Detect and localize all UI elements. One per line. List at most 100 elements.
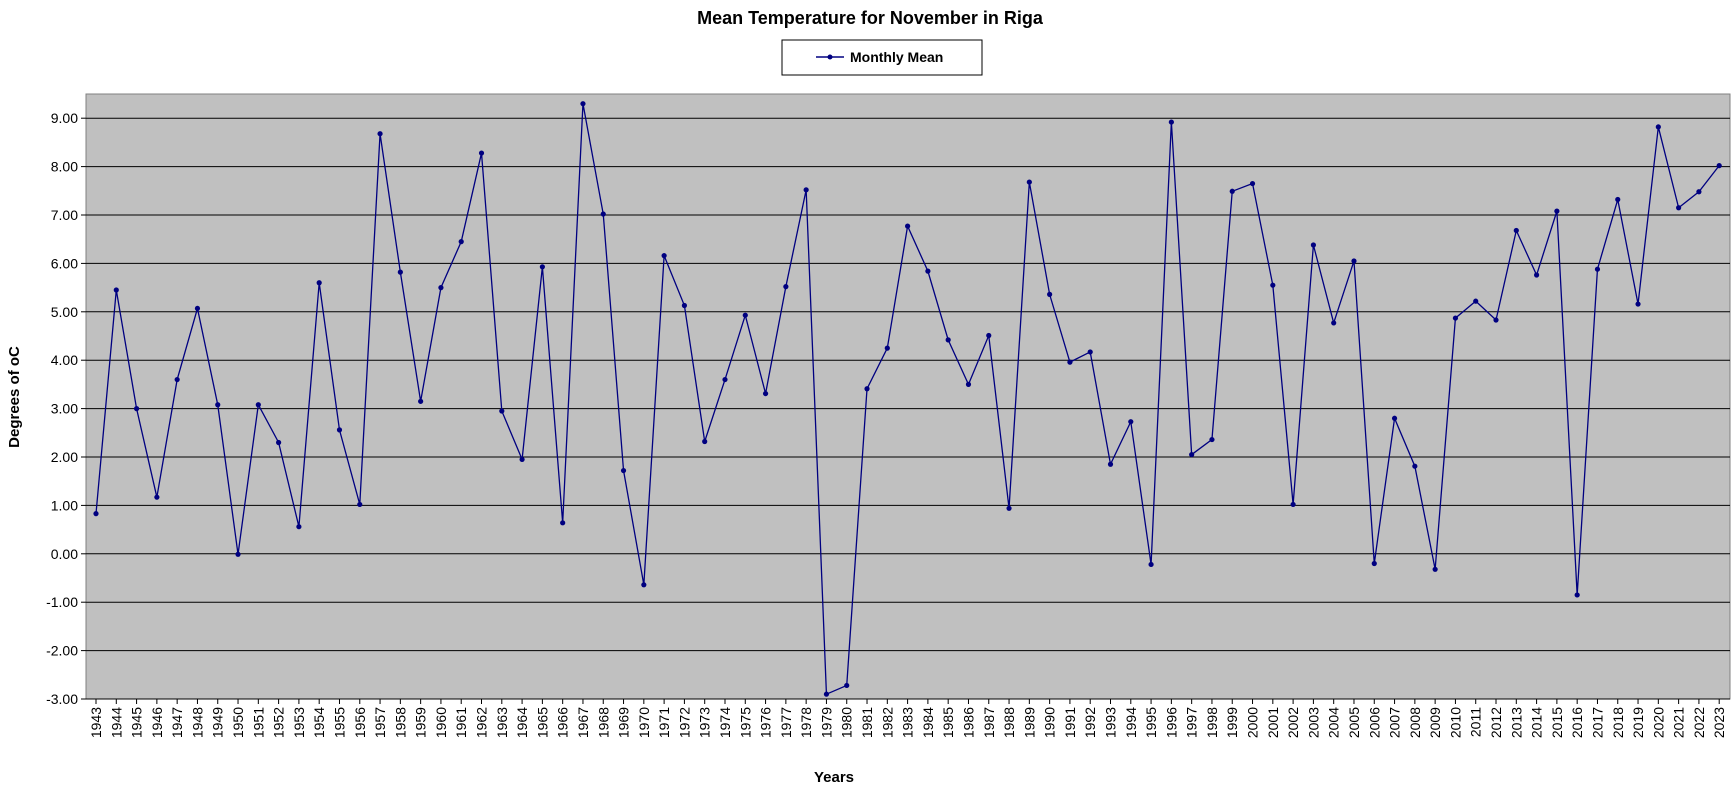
data-point bbox=[1128, 419, 1134, 425]
data-point bbox=[1047, 291, 1053, 297]
x-tick-label: 1945 bbox=[129, 707, 145, 738]
x-tick-label: 2016 bbox=[1569, 707, 1585, 738]
x-tick-label: 1985 bbox=[940, 707, 956, 738]
data-point bbox=[823, 691, 830, 697]
data-point bbox=[1676, 205, 1682, 211]
data-point bbox=[864, 386, 870, 392]
x-tick-label: 1995 bbox=[1143, 707, 1159, 738]
x-tick-label: 1993 bbox=[1103, 707, 1119, 738]
data-point bbox=[702, 438, 708, 445]
data-point bbox=[1655, 124, 1661, 130]
data-point bbox=[1067, 359, 1073, 365]
x-tick-label: 1947 bbox=[169, 707, 185, 738]
data-point bbox=[1615, 196, 1621, 203]
data-point bbox=[1229, 188, 1235, 194]
x-tick-label: 1973 bbox=[697, 707, 713, 738]
data-point bbox=[93, 511, 99, 517]
data-point bbox=[1006, 505, 1012, 511]
x-tick-label: 1977 bbox=[778, 707, 794, 738]
data-point bbox=[884, 345, 890, 351]
x-tick-label: 2015 bbox=[1549, 707, 1565, 738]
y-tick-label: 8.00 bbox=[51, 159, 78, 175]
data-point bbox=[803, 187, 809, 193]
data-point bbox=[336, 427, 343, 433]
data-point bbox=[1533, 272, 1540, 278]
x-tick-label: 2021 bbox=[1671, 707, 1687, 738]
x-tick-label: 1994 bbox=[1123, 707, 1139, 738]
x-tick-label: 1957 bbox=[372, 707, 388, 738]
data-point bbox=[1412, 463, 1418, 469]
data-point bbox=[397, 269, 403, 275]
x-tick-label: 2014 bbox=[1529, 707, 1545, 738]
legend-box bbox=[781, 39, 983, 76]
data-point bbox=[965, 381, 972, 387]
x-tick-label: 1960 bbox=[433, 707, 449, 738]
data-point bbox=[844, 682, 850, 689]
x-tick-label: 1978 bbox=[798, 707, 814, 738]
data-point bbox=[458, 239, 464, 245]
x-tick-label: 1949 bbox=[210, 707, 226, 738]
data-point bbox=[1371, 560, 1377, 567]
x-tick-label: 1981 bbox=[859, 707, 875, 738]
legend-series-marker bbox=[827, 54, 833, 60]
x-tick-label: 1996 bbox=[1163, 707, 1179, 738]
x-tick-label: 2001 bbox=[1265, 707, 1281, 738]
x-tick-label: 1983 bbox=[900, 707, 916, 738]
x-tick-label: 1958 bbox=[392, 707, 408, 738]
x-tick-label: 1976 bbox=[758, 707, 774, 738]
x-tick-label: 2004 bbox=[1326, 707, 1342, 738]
data-point bbox=[235, 551, 241, 557]
data-point bbox=[1513, 227, 1519, 234]
x-tick-label: 1948 bbox=[189, 707, 205, 738]
x-tick-label: 2005 bbox=[1346, 707, 1362, 738]
x-tick-label: 2018 bbox=[1610, 707, 1626, 738]
x-tick-label: 2002 bbox=[1285, 707, 1301, 738]
x-tick-label: 1944 bbox=[108, 707, 124, 738]
data-point bbox=[1290, 501, 1296, 508]
data-point bbox=[945, 337, 951, 343]
y-axis-label: Degrees of oC bbox=[6, 346, 23, 448]
data-point bbox=[620, 467, 627, 474]
data-point bbox=[722, 376, 728, 383]
x-tick-label: 1964 bbox=[514, 707, 530, 738]
x-tick-label: 2006 bbox=[1366, 707, 1382, 738]
x-tick-label: 2020 bbox=[1650, 707, 1666, 738]
x-tick-label: 1990 bbox=[1042, 707, 1058, 738]
data-point bbox=[357, 501, 363, 508]
data-point bbox=[1249, 180, 1256, 187]
data-point bbox=[478, 150, 485, 156]
data-point bbox=[1574, 592, 1580, 598]
data-point bbox=[600, 211, 606, 217]
x-tick-label: 1974 bbox=[717, 707, 733, 738]
data-point bbox=[418, 398, 424, 404]
x-tick-label: 2017 bbox=[1589, 707, 1605, 738]
x-tick-label: 1984 bbox=[920, 707, 936, 738]
y-tick-label: 7.00 bbox=[51, 207, 78, 223]
x-tick-label: 2023 bbox=[1711, 707, 1727, 738]
x-tick-label: 1962 bbox=[474, 707, 490, 738]
x-axis-ticks: 1943 1944 1945 1946 1947 1948 1949 1950 1951 1952… bbox=[88, 699, 1727, 738]
data-point bbox=[519, 456, 525, 463]
x-tick-label: 1971 bbox=[656, 707, 672, 738]
x-tick-label: 2009 bbox=[1427, 707, 1443, 738]
data-point bbox=[681, 302, 688, 309]
data-point bbox=[1696, 189, 1702, 195]
x-tick-label: 1967 bbox=[575, 707, 591, 738]
x-tick-label: 2008 bbox=[1407, 707, 1423, 738]
y-tick-label: 9.00 bbox=[51, 110, 78, 126]
data-point bbox=[1189, 451, 1195, 458]
legend: Monthly Mean bbox=[781, 39, 983, 76]
data-point bbox=[255, 402, 261, 408]
data-point bbox=[1209, 436, 1215, 443]
x-tick-label: 1956 bbox=[352, 707, 368, 738]
data-point bbox=[194, 305, 201, 312]
data-point bbox=[316, 280, 322, 286]
x-tick-label: 1975 bbox=[737, 707, 753, 738]
x-tick-label: 1970 bbox=[636, 707, 652, 738]
data-point bbox=[1452, 315, 1459, 321]
data-point bbox=[438, 285, 444, 291]
x-tick-label: 1979 bbox=[818, 707, 834, 738]
x-tick-label: 1972 bbox=[676, 707, 692, 738]
data-point bbox=[215, 402, 221, 408]
x-tick-label: 2022 bbox=[1691, 707, 1707, 738]
